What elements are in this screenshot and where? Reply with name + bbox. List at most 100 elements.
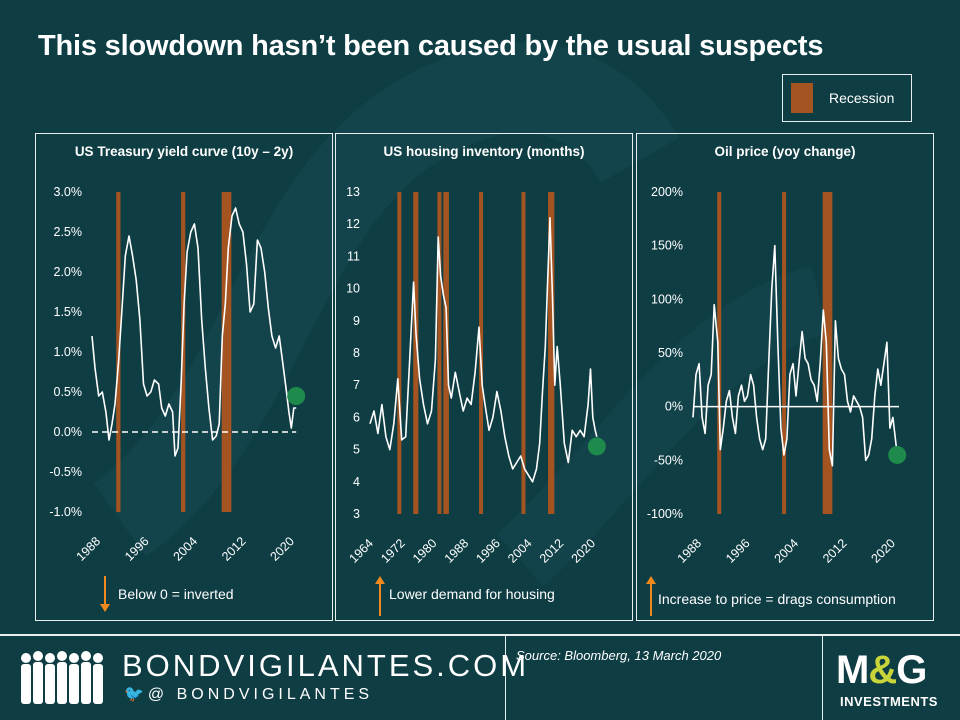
twitter-handle-text: @ BONDVIGILANTES <box>147 686 374 703</box>
up-arrow-head-icon <box>646 576 656 584</box>
y-tick-label: 2.0% <box>54 265 83 279</box>
legend-swatch-recession <box>791 83 813 113</box>
x-tick-label: 2020 <box>569 536 599 566</box>
y-tick-label: -100% <box>647 507 683 521</box>
y-tick-label: 7 <box>353 378 360 392</box>
y-tick-label: 13 <box>346 185 360 199</box>
series-line <box>91 207 297 457</box>
y-tick-label: 0.0% <box>54 425 83 439</box>
series-line <box>692 244 898 467</box>
y-tick-label: 2.5% <box>54 225 83 239</box>
chart-note-yield-curve: Below 0 = inverted <box>118 586 234 602</box>
footer-separator <box>505 636 506 720</box>
chart-panel-housing: 13 12 11 10 9 8 7 6 5 4 3 1964 1972 1980 1988 1996 2004 2… <box>335 133 633 621</box>
x-tick-label: 2012 <box>219 534 249 564</box>
y-tick-label: 1.0% <box>54 345 83 359</box>
x-tick-label: 1972 <box>378 536 408 566</box>
y-tick-label: 100% <box>651 292 683 306</box>
chart-note-housing: Lower demand for housing <box>389 586 555 602</box>
yield-curve-chart: 3.0% 2.5% 2.0% 1.5% 1.0% 0.5% 0.0% -0.5% -1.0% 19… <box>49 185 306 564</box>
y-tick-label: 1.5% <box>54 305 83 319</box>
x-tick-label: 2004 <box>171 534 201 564</box>
up-arrow-head-icon <box>375 576 385 584</box>
x-tick-label: 2020 <box>268 534 298 564</box>
chart-note-oil: Increase to price = drags consumption <box>658 591 896 607</box>
y-tick-label: 50% <box>658 346 683 360</box>
recession-bar <box>397 192 402 514</box>
y-tick-label: 200% <box>651 185 683 199</box>
x-tick-label: 2012 <box>537 536 567 566</box>
latest-value-marker <box>287 387 306 405</box>
twitter-handle[interactable]: 🐦@ BONDVIGILANTES <box>124 684 373 704</box>
footer-separator <box>822 636 823 720</box>
twitter-bird-icon: 🐦 <box>124 686 148 703</box>
y-tick-label: 8 <box>353 346 360 360</box>
recession-bar <box>782 192 787 514</box>
chart-panel-oil: 200% 150% 100% 50% 0% -50% -100% 1988 1996 2004 20… <box>636 133 934 621</box>
recession-bar <box>548 192 555 514</box>
down-arrow-icon <box>104 576 106 606</box>
footer-divider <box>0 634 960 636</box>
x-tick-label: 2004 <box>505 536 535 566</box>
y-tick-label: 0% <box>665 400 683 414</box>
recession-bar <box>521 192 526 514</box>
series-line <box>369 217 598 483</box>
chart-title-yield-curve: US Treasury yield curve (10y – 2y) <box>74 144 294 159</box>
chart-title-oil: Oil price (yoy change) <box>714 144 856 159</box>
x-tick-label: 1996 <box>473 536 503 566</box>
up-arrow-icon <box>379 582 381 616</box>
legend-label-recession: Recession <box>829 90 895 106</box>
recession-bar <box>221 192 232 512</box>
recession-bar <box>822 192 833 514</box>
chart-panel-yield-curve: 3.0% 2.5% 2.0% 1.5% 1.0% 0.5% 0.0% -0.5% -1.0% 19… <box>35 133 333 621</box>
y-tick-label: 0.5% <box>54 385 83 399</box>
x-tick-label: 2012 <box>820 536 850 566</box>
mg-logo-subtitle: INVESTMENTS <box>840 694 938 709</box>
oil-price-chart: 200% 150% 100% 50% 0% -50% -100% 1988 1996 2004 20… <box>647 185 907 566</box>
recession-bar <box>443 192 449 514</box>
x-tick-label: 1988 <box>74 534 104 564</box>
up-arrow-icon <box>650 582 652 616</box>
y-tick-label: 5 <box>353 443 360 457</box>
logo-letter-g: G <box>896 648 927 692</box>
y-tick-label: 9 <box>353 314 360 328</box>
slide-title: This slowdown hasn’t been caused by the … <box>38 30 824 62</box>
legend: Recession <box>782 74 912 122</box>
x-tick-label: 1988 <box>675 536 705 566</box>
y-tick-label: -0.5% <box>49 465 82 479</box>
y-tick-label: -50% <box>654 453 683 467</box>
recession-bar <box>717 192 722 514</box>
x-tick-label: 2020 <box>869 536 899 566</box>
recession-bar <box>181 192 186 512</box>
x-tick-label: 1996 <box>723 536 753 566</box>
y-tick-label: 150% <box>651 239 683 253</box>
latest-value-marker <box>888 445 907 464</box>
x-tick-label: 1964 <box>347 536 377 566</box>
y-tick-label: 10 <box>346 282 360 296</box>
chart-title-housing: US housing inventory (months) <box>383 144 585 159</box>
x-tick-label: 1996 <box>122 534 152 564</box>
y-tick-label: 3 <box>353 507 360 521</box>
site-brand[interactable]: BONDVIGILANTES.COM <box>122 648 530 683</box>
x-tick-label: 1980 <box>410 536 440 566</box>
y-tick-label: 6 <box>353 410 360 424</box>
logo-letter-m: M <box>836 648 869 692</box>
logo-ampersand: & <box>868 648 897 692</box>
recession-bar <box>116 192 121 512</box>
recession-bar <box>437 192 442 514</box>
latest-value-marker <box>587 437 606 456</box>
recession-bar <box>413 192 419 514</box>
y-tick-label: 12 <box>346 217 360 231</box>
mg-logo: M&G <box>836 648 927 693</box>
y-tick-label: -1.0% <box>49 505 82 519</box>
x-tick-label: 2004 <box>772 536 802 566</box>
down-arrow-head-icon <box>100 604 110 612</box>
y-tick-label: 4 <box>353 475 360 489</box>
people-silhouette-icon <box>21 651 103 704</box>
source-note: Source: Bloomberg, 13 March 2020 <box>516 648 722 663</box>
x-tick-label: 1988 <box>442 536 472 566</box>
y-tick-label: 3.0% <box>54 185 83 199</box>
